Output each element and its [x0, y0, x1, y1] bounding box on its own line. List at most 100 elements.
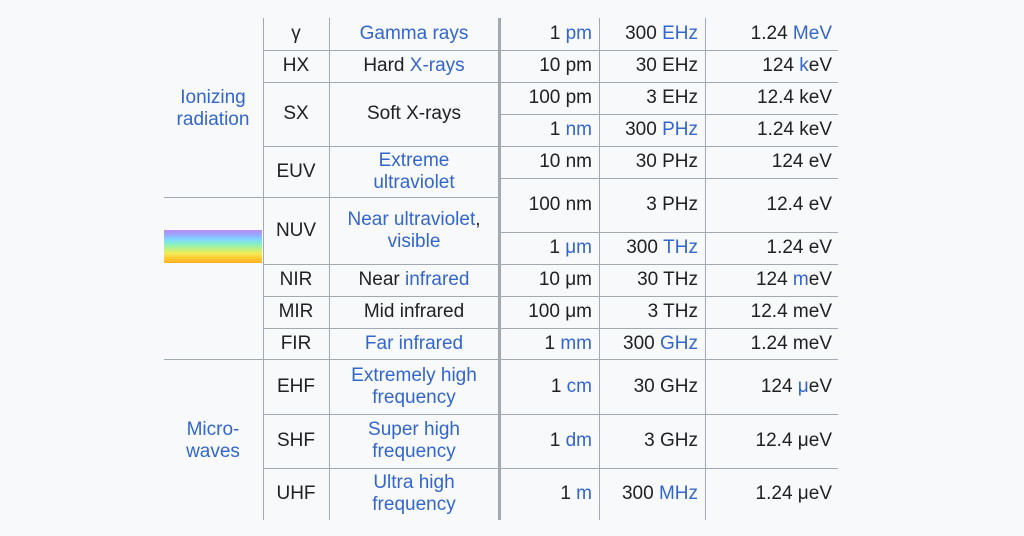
energy-shf: 12.4 μeV	[755, 430, 832, 451]
abbr-sx: SX	[283, 103, 309, 124]
wavelength-gamma: 1 pm	[549, 23, 592, 44]
grid-line	[264, 50, 498, 51]
grid-line	[264, 82, 498, 83]
link-x-rays[interactable]: X-rays	[409, 55, 465, 76]
frequency-hx: 30 EHz	[635, 55, 698, 76]
grid-line	[501, 82, 838, 83]
grid-line	[264, 197, 498, 198]
grid-line	[705, 18, 706, 520]
frequency-sx2: 300 PHz	[625, 119, 698, 140]
unit-link-ghz[interactable]: GHz	[660, 333, 698, 354]
grid-line	[501, 264, 838, 265]
unit-link-mhz[interactable]: MHz	[658, 483, 698, 504]
unit-link-um[interactable]: μm	[565, 237, 592, 258]
grid-line-thick	[498, 18, 501, 520]
name-ultra-high-frequency[interactable]: Ultra high frequency	[372, 472, 456, 515]
frequency-euv-nuv: 3 PHz	[646, 194, 698, 215]
unit-link-ehz[interactable]: EHz	[662, 23, 698, 44]
grid-line	[501, 359, 838, 360]
link-infrared[interactable]: infrared	[405, 269, 470, 290]
grid-line	[329, 18, 330, 520]
energy-uhf: 1.24 μeV	[755, 483, 832, 504]
name-super-high-frequency[interactable]: Super high frequency	[368, 419, 460, 462]
abbr-ehf: EHF	[277, 376, 315, 397]
name-extremely-high-frequency[interactable]: Extremely high frequency	[351, 365, 477, 408]
name-far-infrared[interactable]: Far infrared	[364, 333, 464, 354]
name-near-ultraviolet-visible: Near ultraviolet, visible	[347, 209, 481, 252]
visible-spectrum-swatch	[164, 230, 262, 263]
name-hard-x-rays: Hard X-rays	[363, 55, 465, 76]
frequency-ehf: 30 GHz	[633, 376, 698, 397]
abbr-euv: EUV	[276, 161, 316, 182]
unit-link-phz[interactable]: PHz	[662, 119, 698, 140]
wavelength-euv: 10 nm	[539, 151, 592, 172]
abbr-nuv: NUV	[275, 220, 317, 241]
grid-line	[501, 296, 838, 297]
wavelength-shf: 1 dm	[549, 430, 592, 451]
grid-line	[264, 296, 498, 297]
energy-euv-nuv: 12.4 eV	[766, 194, 833, 215]
abbr-hx: HX	[282, 55, 310, 76]
unit-link-meter[interactable]: m	[576, 483, 592, 504]
frequency-visible: 300 THz	[626, 237, 698, 258]
wavelength-sx1: 100 pm	[528, 87, 592, 108]
grid-line	[501, 232, 838, 233]
energy-mir: 12.4 meV	[750, 301, 832, 322]
unit-link-dm[interactable]: dm	[565, 430, 592, 451]
grid-line	[501, 50, 838, 51]
abbr-nir: NIR	[279, 269, 313, 290]
link-near-ultraviolet[interactable]: Near ultraviolet	[347, 209, 476, 230]
frequency-sx1: 3 EHz	[646, 87, 698, 108]
grid-line	[164, 359, 263, 360]
unit-link-nm[interactable]: nm	[565, 119, 592, 140]
unit-link-pm[interactable]: pm	[565, 23, 592, 44]
energy-gamma: 1.24 MeV	[750, 23, 832, 44]
unit-link-micro[interactable]: μ	[797, 376, 809, 397]
grid-line	[501, 414, 838, 415]
grid-line	[501, 146, 838, 147]
abbr-fir: FIR	[280, 333, 312, 354]
frequency-euv: 30 PHz	[635, 151, 698, 172]
energy-sx2: 1.24 keV	[757, 119, 832, 140]
name-gamma-rays[interactable]: Gamma rays	[359, 23, 469, 44]
grid-line	[264, 328, 498, 329]
energy-fir: 1.24 meV	[750, 333, 832, 354]
unit-link-mm[interactable]: mm	[560, 333, 592, 354]
group-ionizing-radiation[interactable]: Ionizing radiation	[176, 87, 250, 130]
grid-line	[501, 178, 838, 179]
energy-euv: 124 eV	[771, 151, 832, 172]
frequency-uhf: 300 MHz	[621, 483, 698, 504]
abbr-gamma: γ	[291, 23, 301, 44]
frequency-nir: 30 THz	[637, 269, 698, 290]
name-extreme-ultraviolet[interactable]: Extreme ultraviolet	[373, 150, 455, 193]
grid-line	[164, 197, 263, 198]
abbr-uhf: UHF	[276, 483, 316, 504]
name-near-infrared: Near infrared	[358, 269, 470, 290]
grid-line	[501, 328, 838, 329]
group-microwaves[interactable]: Micro- waves	[186, 419, 240, 462]
link-visible[interactable]: visible	[387, 231, 441, 252]
grid-line	[264, 146, 498, 147]
grid-line	[264, 468, 498, 469]
wavelength-nir: 10 μm	[538, 269, 592, 290]
grid-line	[264, 359, 498, 360]
unit-link-mev[interactable]: MeV	[792, 23, 832, 44]
wavelength-mir: 100 μm	[528, 301, 592, 322]
name-soft-x-rays: Soft X-rays	[367, 103, 461, 124]
unit-link-k[interactable]: k	[799, 55, 809, 76]
energy-hx: 124 k eV	[762, 55, 832, 76]
wavelength-euv-nuv: 100 nm	[528, 194, 592, 215]
frequency-shf: 3 GHz	[644, 430, 698, 451]
grid-line	[264, 414, 498, 415]
unit-link-cm[interactable]: cm	[566, 376, 592, 397]
wavelength-sx2: 1 nm	[549, 119, 592, 140]
frequency-fir: 300 GHz	[623, 333, 698, 354]
wavelength-ehf: 1 cm	[550, 376, 592, 397]
energy-visible: 1.24 eV	[766, 237, 833, 258]
unit-link-thz[interactable]: THz	[663, 237, 698, 258]
grid-line	[501, 114, 838, 115]
unit-link-m[interactable]: m	[792, 269, 809, 290]
abbr-mir: MIR	[278, 301, 314, 322]
grid-line	[501, 468, 838, 469]
